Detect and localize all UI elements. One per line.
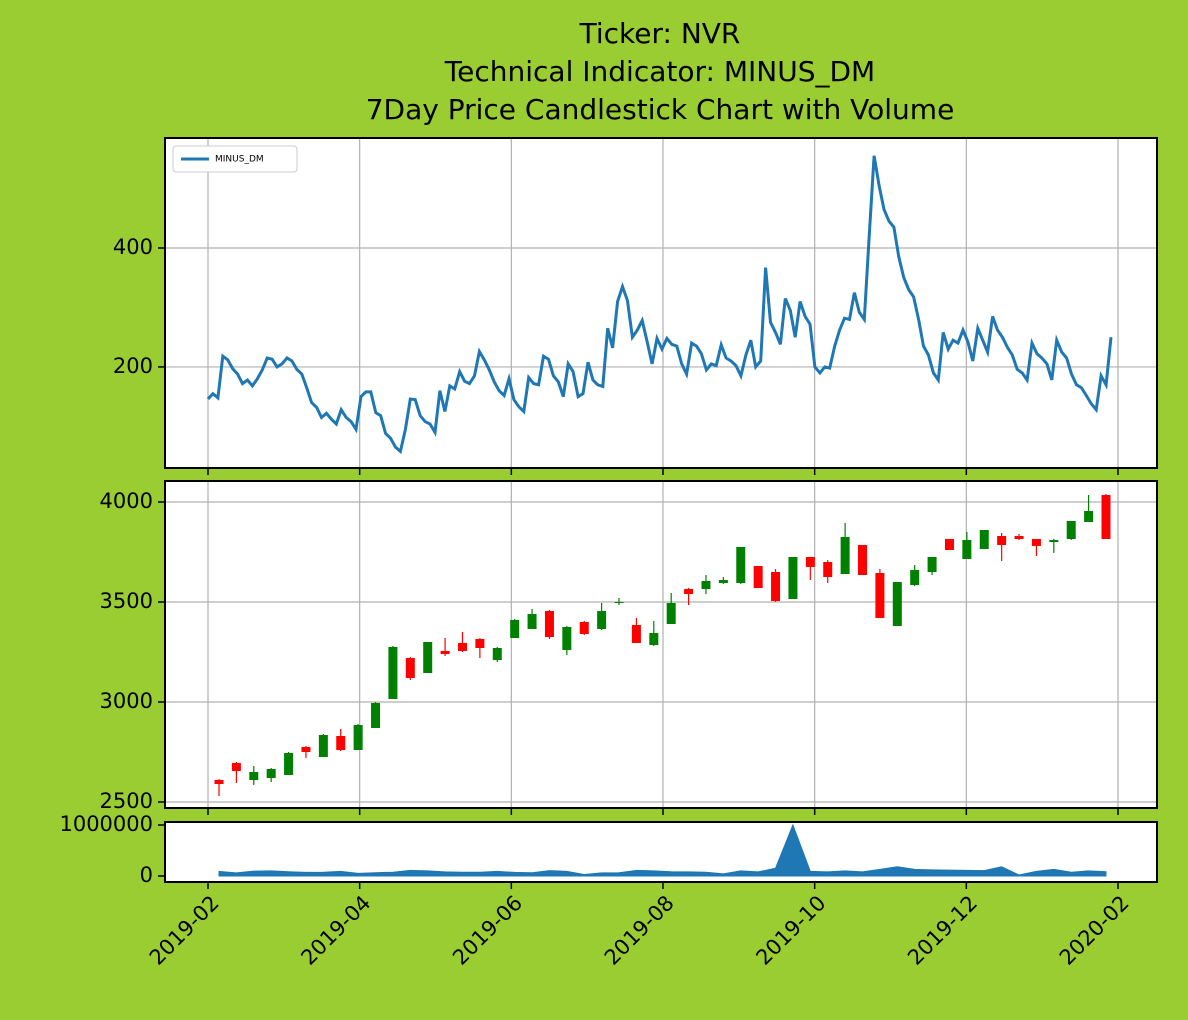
indicator-line [206,155,1113,455]
candle-body [1014,536,1024,539]
candle-body [1101,495,1111,539]
y-tick-label: 200 [113,354,153,378]
candle-body [249,772,259,780]
panel-frame [164,480,1158,809]
candle-body [927,557,937,572]
candle-body [266,769,276,778]
candle-body [301,747,311,752]
candle-body [631,625,641,643]
x-tick-label: 2019-12 [903,891,982,970]
candle-body [527,614,537,629]
panel-background [165,481,1157,808]
candle-body [788,557,798,599]
y-tick-label: 0 [140,863,153,887]
candle-body [510,620,520,638]
y-tick-label: 3000 [100,689,153,713]
candle-body [875,573,885,618]
candle-body [944,539,954,550]
candle-body [666,603,676,624]
candle-body [684,589,694,594]
candle-body [231,763,241,771]
x-tick-label: 2019-10 [751,891,830,970]
candle-body [736,547,746,583]
title-line: Technical Indicator: MINUS_DM [444,55,875,88]
candle-body [405,658,415,678]
candle-body [910,570,920,585]
candle-body [1049,540,1059,542]
candle-body [562,627,572,650]
candle-body [1084,511,1094,522]
candle-body [771,572,781,601]
y-tick-label: 400 [113,235,153,259]
candle-body [701,581,711,589]
y-tick-label: 4000 [100,489,153,513]
candle-body [840,537,850,574]
y-tick-label: 2500 [100,789,153,813]
candle-body [579,622,589,634]
candle-body [649,633,659,645]
panel-background [165,138,1157,468]
title-line: Ticker: NVR [579,17,741,50]
title-line: 7Day Price Candlestick Chart with Volume [366,93,955,126]
candle-body [353,725,363,750]
candle-body [492,648,502,660]
volume-area [218,823,1107,877]
candle-body [371,703,381,728]
panel-frame [164,137,1158,469]
candle-body [440,651,450,654]
x-tick-label: 2019-06 [448,891,527,970]
candle-body [962,540,972,559]
candle-body [284,753,294,775]
x-tick-label: 2019-02 [145,891,224,970]
panel-frame [164,821,1158,883]
candle-body [892,582,902,626]
candle-body [1066,521,1076,539]
y-tick-label: 1000000 [59,812,153,836]
candle-body [475,639,485,648]
candle-body [614,602,624,603]
candle-body [318,735,328,757]
candle-body [544,611,554,637]
candle-body [597,611,607,629]
candle-body [718,580,728,583]
x-tick-label: 2019-08 [600,891,679,970]
candle-body [336,736,346,750]
x-tick-label: 2019-04 [296,891,375,970]
candle-body [979,530,989,549]
candle-body [388,647,398,699]
candle-body [214,780,224,784]
candle-body [997,536,1007,545]
candle-body [858,545,868,575]
candle-body [753,566,763,588]
candle-body [823,562,833,577]
candle-body [805,557,815,567]
x-tick-label: 2020-02 [1055,891,1134,970]
candle-body [457,643,467,651]
legend-box [172,145,298,173]
legend-label: MINUS_DM [215,155,264,165]
candle-body [1031,539,1041,546]
y-tick-label: 3500 [100,589,153,613]
candle-body [423,642,433,673]
